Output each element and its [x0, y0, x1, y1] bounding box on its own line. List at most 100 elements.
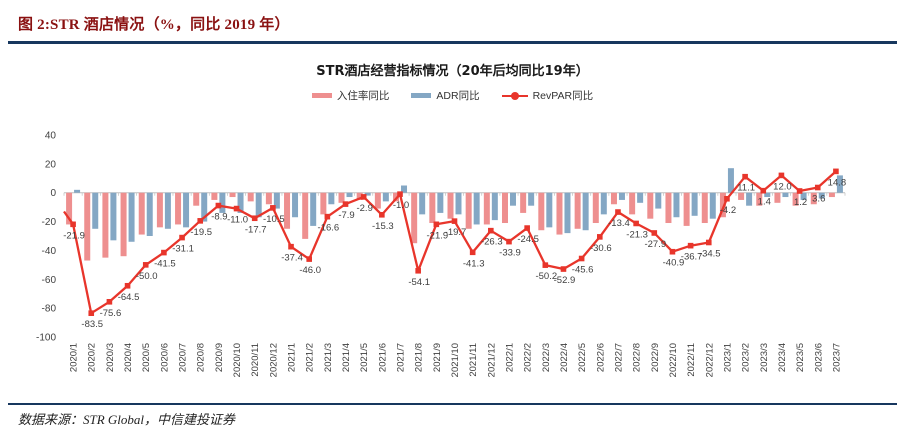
revpar-marker	[124, 282, 131, 289]
occupancy-bar	[647, 192, 654, 219]
revpar-marker	[251, 215, 258, 222]
occupancy-bar	[265, 192, 272, 205]
adr-bar	[110, 192, 117, 241]
occupancy-bar	[520, 192, 527, 213]
revpar-marker	[796, 188, 803, 194]
adr-bar	[727, 168, 734, 193]
revpar-swatch-icon	[501, 91, 528, 100]
revpar-marker	[197, 218, 204, 224]
footer-rule	[8, 403, 897, 405]
occupancy-bar	[338, 192, 345, 203]
revpar-marker	[379, 211, 385, 218]
x-axis-label: 2022/5	[577, 343, 588, 372]
revpar-marker	[687, 242, 694, 249]
revpar-data-label: -52.9	[554, 275, 576, 286]
adr-bar	[74, 189, 81, 193]
revpar-marker	[397, 191, 403, 197]
adr-bar	[764, 192, 771, 198]
x-axis-label: 2022/7	[613, 343, 624, 372]
occupancy-bar	[302, 192, 309, 239]
x-axis-label: 2022/12	[704, 343, 715, 377]
legend-label-adr: ADR同比	[436, 90, 480, 102]
occupancy-bar	[556, 192, 563, 235]
revpar-marker	[451, 218, 458, 224]
adr-bar	[437, 192, 444, 213]
adr-bar	[582, 192, 589, 231]
revpar-data-label: 1.4	[758, 197, 771, 208]
y-tick-label: -20	[42, 217, 57, 228]
revpar-data-label: -54.1	[408, 277, 430, 288]
revpar-data-label: -46.0	[299, 265, 321, 276]
revpar-data-label: -40.9	[663, 258, 685, 269]
revpar-marker	[342, 201, 349, 207]
revpar-data-label: -24.5	[517, 234, 539, 245]
occupancy-bar	[102, 192, 109, 258]
adr-bar	[564, 192, 571, 234]
occupancy-bar	[447, 192, 454, 219]
revpar-data-label: -30.6	[590, 243, 612, 254]
x-axis-label: 2021/2	[305, 343, 316, 372]
occupancy-bar	[828, 192, 835, 198]
revpar-data-label: -33.9	[499, 248, 521, 259]
occupancy-bar	[175, 192, 182, 225]
occupancy-bar	[774, 192, 781, 203]
occupancy-bar	[538, 192, 545, 231]
occupancy-bar	[193, 192, 200, 206]
y-tick-label: -80	[42, 304, 57, 315]
occupancy-bar	[284, 192, 291, 229]
revpar-data-label: -15.3	[372, 221, 394, 232]
revpar-marker	[88, 310, 95, 316]
revpar-data-label: 12.0	[773, 181, 792, 192]
y-tick-label: -100	[36, 333, 56, 344]
adr-bar	[818, 192, 825, 199]
revpar-data-label: -2.9	[356, 203, 372, 214]
occupancy-bar	[756, 192, 763, 206]
revpar-data-label: -36.7	[681, 252, 703, 263]
legend-item-occupancy: 入住率同比	[311, 88, 389, 103]
x-axis-label: 2021/9	[432, 343, 443, 372]
x-axis-label: 2023/1	[722, 343, 733, 372]
x-axis-label: 2022/11	[686, 343, 697, 377]
revpar-data-label: -27.9	[644, 239, 666, 250]
revpar-marker	[433, 221, 440, 228]
x-axis-label: 2020/12	[268, 343, 279, 377]
adr-bar	[146, 192, 153, 236]
occupancy-bar	[120, 192, 127, 257]
data-source-note: 数据来源：STR Global，中信建投证券	[18, 412, 236, 427]
adr-bar	[237, 192, 244, 213]
x-axis-label: 2021/8	[414, 343, 425, 372]
adr-bar	[709, 192, 716, 219]
occupancy-bar	[683, 192, 690, 226]
x-axis-label: 2023/4	[777, 343, 788, 372]
adr-bar	[255, 192, 262, 218]
revpar-marker	[633, 220, 639, 227]
adr-bar	[800, 192, 807, 200]
x-axis-label: 2022/10	[668, 343, 679, 377]
adr-bar	[528, 192, 535, 206]
revpar-marker	[360, 194, 367, 200]
occupancy-bar	[501, 192, 508, 224]
x-axis-label: 2023/2	[741, 343, 752, 372]
revpar-data-label: -19.5	[190, 227, 212, 238]
x-axis-label: 2020/11	[250, 343, 261, 377]
x-axis-label: 2022/4	[559, 343, 570, 372]
x-axis-label: 2022/2	[523, 343, 534, 372]
revpar-data-label: -17.7	[245, 224, 267, 235]
revpar-data-label: -21.9	[63, 230, 85, 241]
revpar-data-label: -21.9	[427, 230, 449, 241]
occupancy-bar	[320, 192, 327, 215]
revpar-data-label: -7.9	[338, 210, 354, 221]
adr-bar	[164, 192, 171, 229]
adr-bar	[92, 192, 99, 229]
revpar-marker	[651, 230, 658, 236]
adr-bar	[292, 192, 299, 218]
x-axis-label: 2021/5	[359, 343, 370, 372]
occupancy-bar	[156, 192, 163, 228]
x-axis-label: 2021/7	[396, 343, 407, 372]
revpar-marker	[724, 195, 730, 202]
adr-bar	[782, 192, 789, 198]
occupancy-bar	[792, 192, 799, 206]
revpar-marker	[542, 262, 549, 268]
x-axis-label: 2021/4	[341, 343, 352, 372]
adr-bar	[455, 192, 462, 215]
